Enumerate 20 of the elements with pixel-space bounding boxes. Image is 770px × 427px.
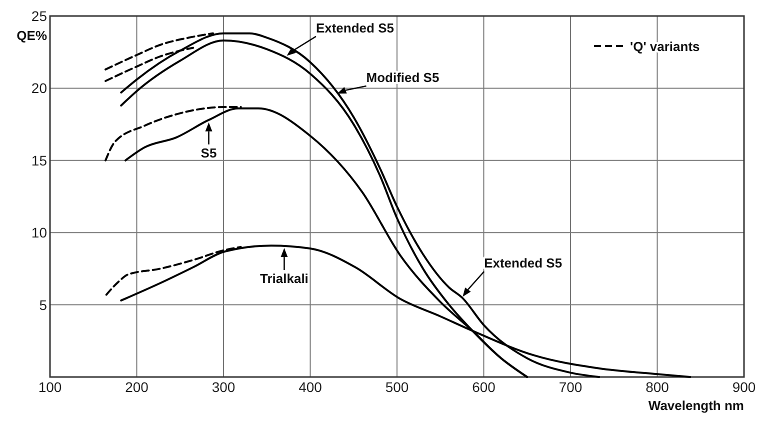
x-tick-label: 800 xyxy=(646,379,670,395)
x-tick-label: 700 xyxy=(558,379,582,395)
y-axis-title: QE% xyxy=(16,28,48,43)
x-tick-label: 400 xyxy=(298,379,322,395)
x-tick-label: 200 xyxy=(125,379,149,395)
x-tick-label: 300 xyxy=(212,379,236,395)
annotation: S5 xyxy=(200,145,217,160)
x-axis-title: Wavelength nm xyxy=(648,398,744,413)
y-tick-label: 10 xyxy=(31,224,48,241)
y-tick-label: 25 xyxy=(31,8,48,24)
annotation: Extended S5 xyxy=(484,256,562,271)
x-tick-label: 900 xyxy=(732,379,756,395)
x-tick-label: 500 xyxy=(385,379,409,395)
y-tick-label: 5 xyxy=(39,296,48,313)
annotation: Trialkali xyxy=(260,271,308,286)
y-tick-label: 20 xyxy=(31,80,48,96)
x-tick-label: 100 xyxy=(38,379,62,395)
x-tick-label: 600 xyxy=(472,379,496,395)
y-tick-label: 15 xyxy=(31,152,48,168)
annotation: Extended S5 xyxy=(316,20,394,36)
